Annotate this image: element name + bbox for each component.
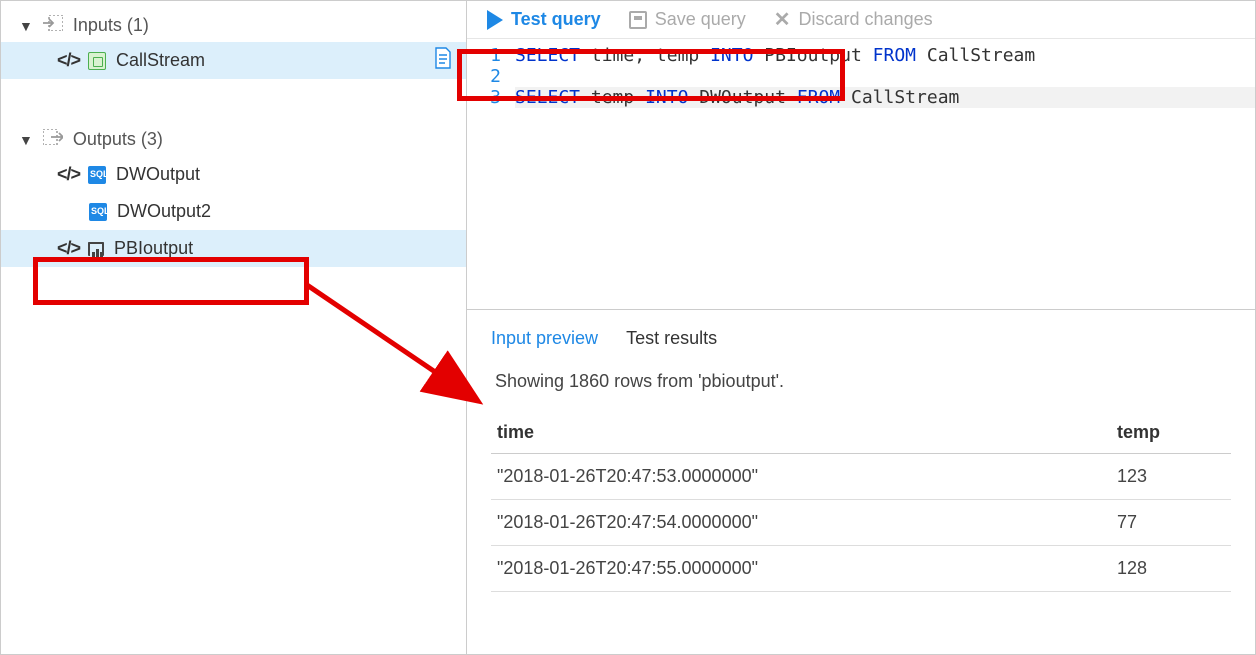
table-row[interactable]: "2018-01-26T20:47:54.0000000"77 xyxy=(491,500,1231,546)
save-icon xyxy=(629,11,647,29)
test-query-button[interactable]: Test query xyxy=(487,9,601,30)
query-editor[interactable]: 1 SELECT time, temp INTO PBIoutput FROM … xyxy=(467,39,1255,309)
code-icon: </> xyxy=(57,238,80,259)
results-status: Showing 1860 rows from 'pbioutput'. xyxy=(491,365,1231,398)
outputs-label: Outputs (3) xyxy=(73,129,163,150)
sidebar: ▼ Inputs (1) </> CallStream ▼ Outputs (3… xyxy=(1,1,467,654)
input-icon xyxy=(43,15,63,36)
tree-item-dwoutput2[interactable]: SQL DWOutput2 xyxy=(1,193,466,230)
outputs-header[interactable]: ▼ Outputs (3) xyxy=(1,123,466,156)
table-row[interactable]: "2018-01-26T20:47:53.0000000"123 xyxy=(491,454,1231,500)
save-query-button[interactable]: Save query xyxy=(629,9,746,30)
play-icon xyxy=(487,10,503,30)
results-table: time temp "2018-01-26T20:47:53.0000000"1… xyxy=(491,412,1231,592)
button-label: Save query xyxy=(655,9,746,30)
cell-temp: 123 xyxy=(1111,454,1231,500)
tree-item-label: DWOutput2 xyxy=(117,201,211,222)
document-icon[interactable] xyxy=(434,47,452,74)
tree-item-label: PBIoutput xyxy=(114,238,193,259)
powerbi-icon xyxy=(88,238,104,259)
code-icon: </> xyxy=(57,50,80,71)
code-line xyxy=(515,66,1255,87)
tree-item-label: DWOutput xyxy=(116,164,200,185)
inputs-label: Inputs (1) xyxy=(73,15,149,36)
query-toolbar: Test query Save query ✕ Discard changes xyxy=(467,1,1255,39)
sql-icon: SQL xyxy=(88,164,106,185)
tab-input-preview[interactable]: Input preview xyxy=(491,328,598,355)
code-line: SELECT time, temp INTO PBIoutput FROM Ca… xyxy=(515,45,1255,66)
column-header-time[interactable]: time xyxy=(491,412,1111,454)
tree-item-pbioutput[interactable]: </> PBIoutput xyxy=(1,230,466,267)
tree-item-label: CallStream xyxy=(116,50,205,71)
code-line: SELECT temp INTO DWOutput FROM CallStrea… xyxy=(515,87,1255,108)
cell-time: "2018-01-26T20:47:54.0000000" xyxy=(491,500,1111,546)
caret-down-icon: ▼ xyxy=(19,18,33,34)
tree-item-callstream[interactable]: </> CallStream xyxy=(1,42,466,79)
cell-time: "2018-01-26T20:47:55.0000000" xyxy=(491,546,1111,592)
sql-icon: SQL xyxy=(89,201,107,222)
results-tabs: Input preview Test results xyxy=(491,328,1231,355)
button-label: Discard changes xyxy=(799,9,933,30)
line-number: 1 xyxy=(467,45,515,66)
results-panel: Input preview Test results Showing 1860 … xyxy=(467,309,1255,654)
close-icon: ✕ xyxy=(774,7,791,32)
table-row[interactable]: "2018-01-26T20:47:55.0000000"128 xyxy=(491,546,1231,592)
column-header-temp[interactable]: temp xyxy=(1111,412,1231,454)
line-number: 2 xyxy=(467,66,515,87)
button-label: Test query xyxy=(511,9,601,30)
output-icon xyxy=(43,129,63,150)
cell-time: "2018-01-26T20:47:53.0000000" xyxy=(491,454,1111,500)
discard-changes-button[interactable]: ✕ Discard changes xyxy=(774,7,933,32)
cell-temp: 128 xyxy=(1111,546,1231,592)
line-number: 3 xyxy=(467,87,515,108)
eventhub-icon xyxy=(88,50,106,71)
tree-item-dwoutput[interactable]: </> SQL DWOutput xyxy=(1,156,466,193)
code-icon: </> xyxy=(57,164,80,185)
tab-test-results[interactable]: Test results xyxy=(626,328,717,355)
cell-temp: 77 xyxy=(1111,500,1231,546)
caret-down-icon: ▼ xyxy=(19,132,33,148)
main-panel: Test query Save query ✕ Discard changes … xyxy=(467,1,1255,654)
inputs-header[interactable]: ▼ Inputs (1) xyxy=(1,9,466,42)
